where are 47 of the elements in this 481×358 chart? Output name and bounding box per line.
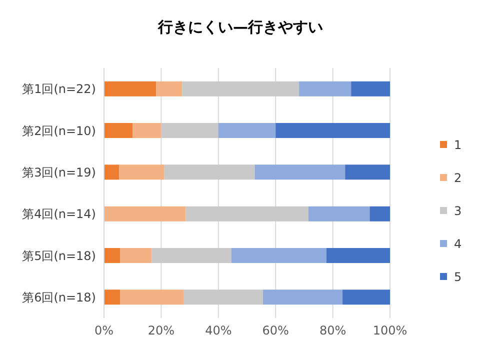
chart-title: 行きにくい—行きやすい: [156, 18, 324, 37]
bar: [161, 123, 218, 138]
bar: [104, 164, 120, 180]
x-tick-label: 60%: [262, 324, 289, 338]
legend-label: 2: [454, 170, 462, 184]
bar: [132, 123, 162, 138]
x-tick-label: 20%: [148, 324, 175, 338]
bar: [164, 164, 255, 180]
y-tick-label: 第6回(n=18): [22, 290, 96, 304]
bar: [231, 248, 327, 263]
bar: [351, 81, 390, 96]
y-tick-label: 第5回(n=18): [22, 248, 96, 263]
bar: [184, 290, 264, 305]
bar: [308, 206, 370, 222]
bar: [104, 290, 120, 305]
bar: [370, 206, 390, 222]
bar: [104, 206, 186, 222]
bar: [120, 290, 184, 305]
bar: [218, 123, 276, 138]
bar: [119, 164, 164, 180]
bar: [342, 290, 390, 305]
bar: [156, 81, 182, 96]
y-tick-label: 第3回(n=19): [22, 165, 96, 180]
bar: [263, 290, 343, 305]
bar: [326, 248, 390, 263]
x-tick-label: 80%: [319, 324, 346, 338]
bar: [104, 123, 133, 138]
legend-label: 3: [454, 204, 462, 218]
bar: [182, 81, 300, 96]
y-tick-label: 第4回(n=14): [22, 207, 96, 222]
bar: [299, 81, 352, 96]
bar: [186, 206, 308, 222]
legend-label: 5: [454, 270, 462, 284]
y-tick-label: 第1回(n=22): [22, 82, 96, 96]
legend-label: 1: [454, 138, 462, 152]
y-tick-label: 第2回(n=10): [22, 124, 96, 138]
x-tick-label: 100%: [372, 324, 408, 338]
x-tick-label: 40%: [205, 324, 232, 338]
legend-label: 4: [454, 236, 462, 250]
x-tick-label: 0%: [94, 324, 114, 338]
bar: [345, 164, 390, 180]
bar: [120, 248, 152, 263]
bar: [104, 248, 120, 263]
bar: [276, 123, 390, 138]
bar: [152, 248, 232, 263]
bar: [254, 164, 346, 180]
bar: [104, 81, 156, 96]
